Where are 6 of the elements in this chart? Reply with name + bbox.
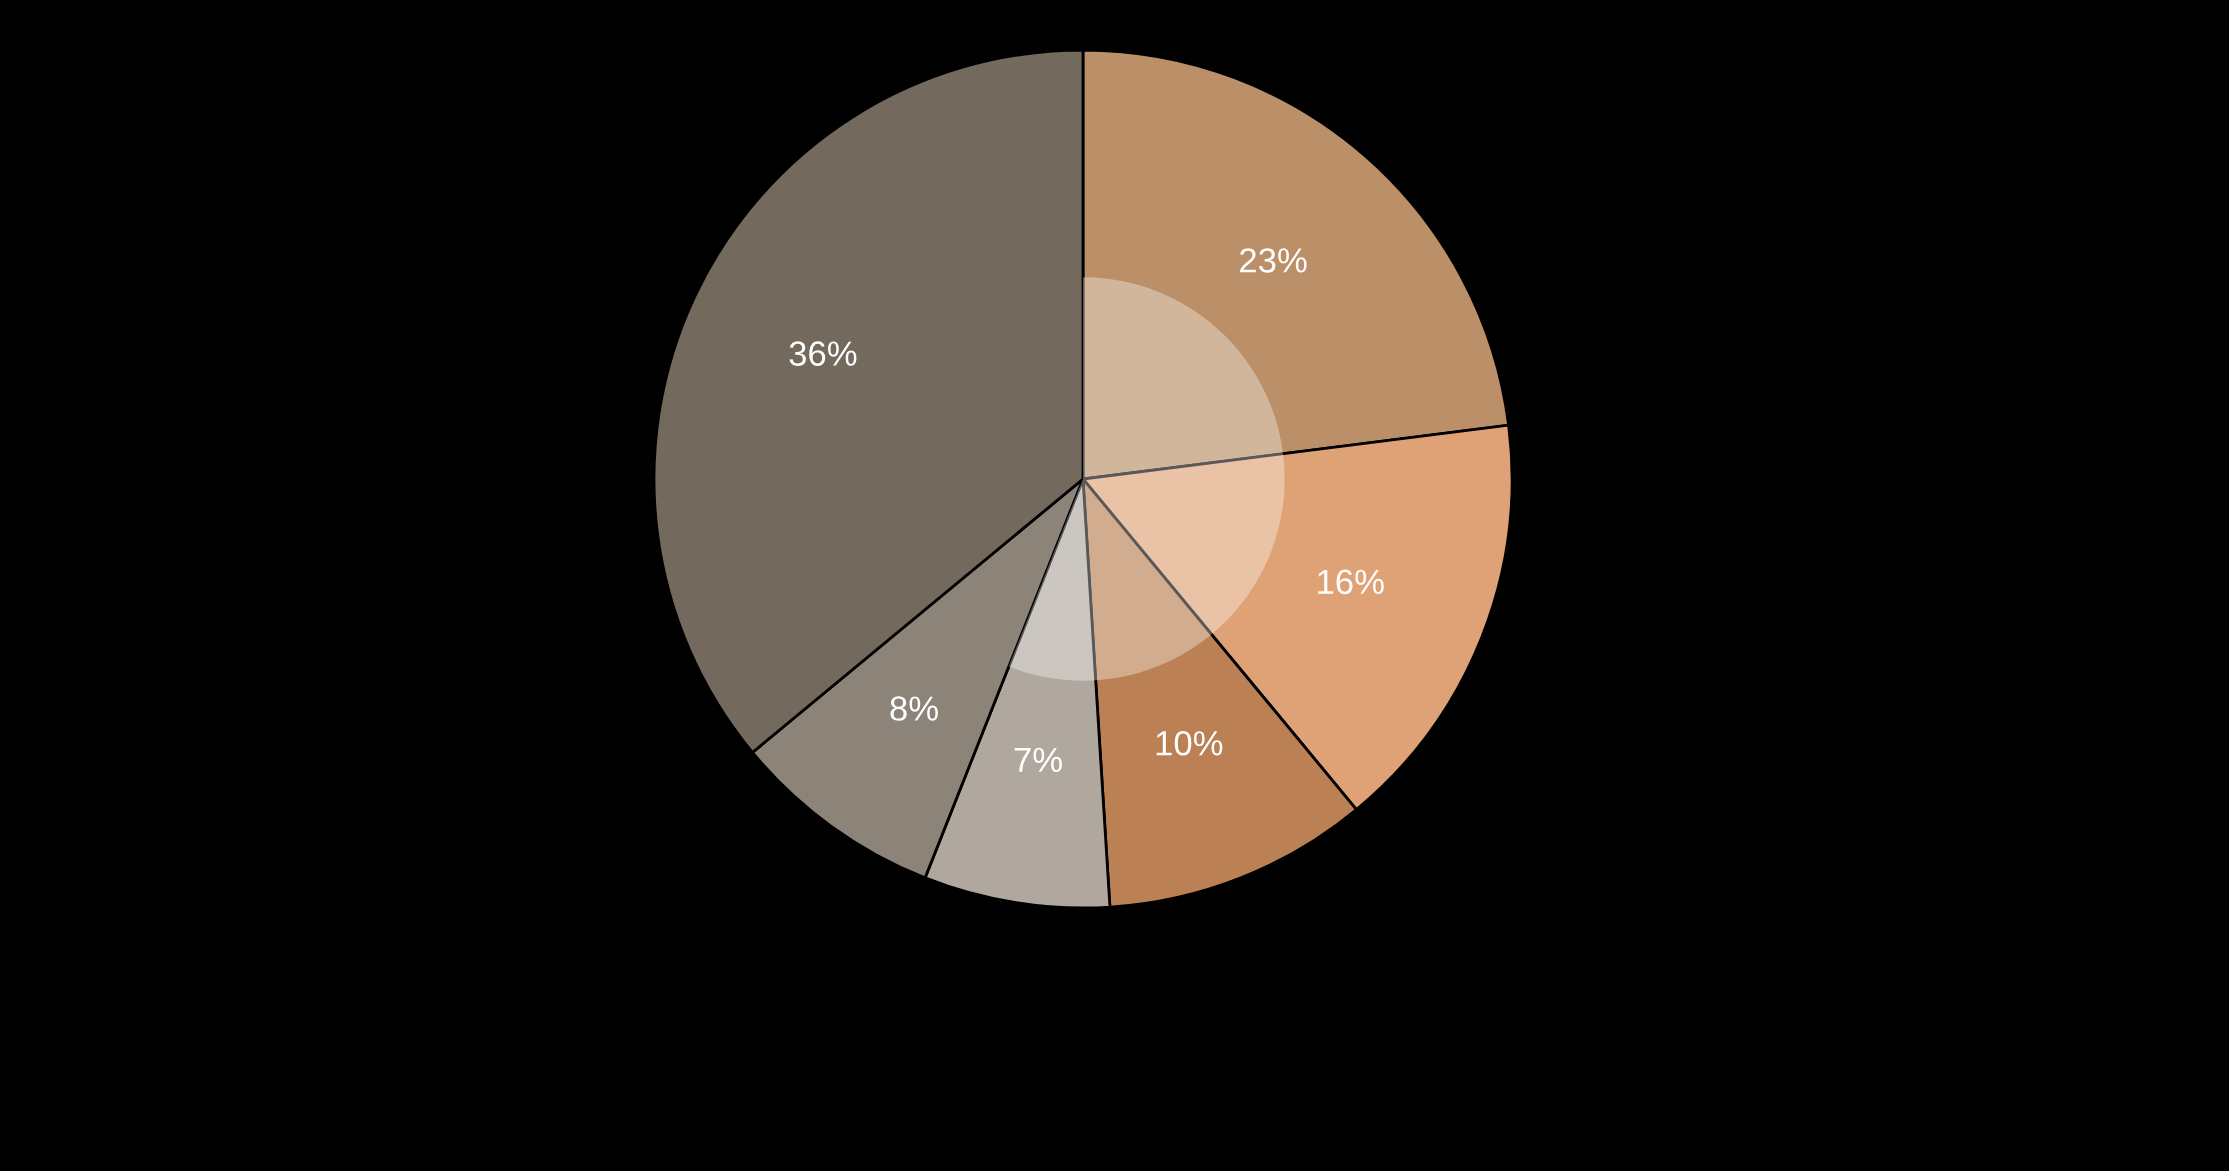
data-label: 10%	[1156, 730, 1223, 756]
data-label: 23%	[1240, 248, 1307, 273]
data-label: 36%	[789, 341, 857, 366]
data-label: 8%	[890, 696, 938, 721]
data-label: 16%	[1318, 569, 1384, 595]
data-label: 7%	[1014, 747, 1062, 773]
